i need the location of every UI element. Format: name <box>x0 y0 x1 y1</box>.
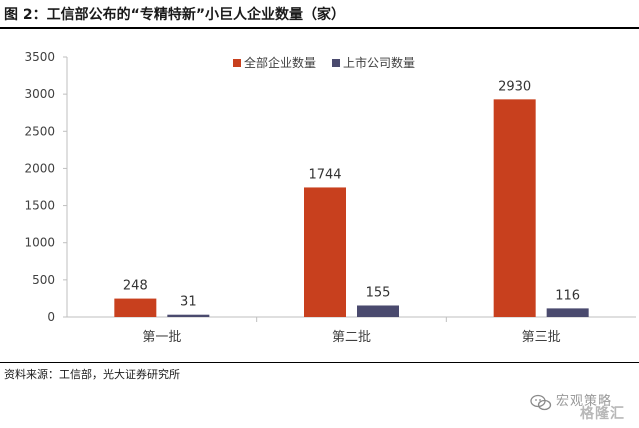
data-label: 116 <box>555 288 580 303</box>
bar <box>546 308 589 317</box>
x-tick-label: 第二批 <box>332 330 371 345</box>
x-axis: 第一批 第二批 第三批 <box>67 316 636 345</box>
data-label: 31 <box>180 295 197 310</box>
bar <box>493 99 536 317</box>
data-label: 2930 <box>498 79 531 94</box>
watermark-line2: 格隆汇 <box>580 406 625 422</box>
watermark: 宏观策略 格隆汇 <box>530 388 636 424</box>
wechat-icon <box>530 394 552 411</box>
y-tick-label: 500 <box>32 273 55 287</box>
data-label: 248 <box>123 279 148 294</box>
legend-label: 全部企业数量 <box>244 55 316 70</box>
y-tick-label: 2500 <box>24 124 55 138</box>
y-tick-label: 0 <box>47 310 55 324</box>
watermark-line1: 宏观策略 <box>556 394 613 409</box>
y-tick-label: 3000 <box>24 87 55 101</box>
bar <box>357 305 399 317</box>
source-divider <box>0 362 639 363</box>
y-tick-label: 1500 <box>24 199 55 213</box>
legend: 全部企业数量 上市公司数量 <box>233 55 415 70</box>
x-tick-label: 第三批 <box>522 330 561 345</box>
bars-group <box>114 99 589 317</box>
source-note: 资料来源：工信部，光大证券研究所 <box>4 368 180 381</box>
data-labels-group: 248 31 1744 155 2930 116 <box>123 79 580 309</box>
legend-swatch <box>332 59 340 67</box>
y-tick-label: 2000 <box>24 161 55 175</box>
bar <box>167 314 210 317</box>
y-axis: 0 500 1000 1500 2000 2500 3000 3500 <box>24 50 68 324</box>
title-divider <box>0 27 639 29</box>
bar <box>304 187 346 317</box>
bar <box>114 298 157 317</box>
data-label: 155 <box>366 285 391 300</box>
data-label: 1744 <box>308 167 341 182</box>
y-tick-label: 3500 <box>24 50 55 64</box>
legend-label: 上市公司数量 <box>343 55 415 70</box>
y-tick-label: 1000 <box>24 236 55 250</box>
bar-chart: 0 500 1000 1500 2000 2500 3000 3500 第一批 第二批 第三批 2… <box>24 50 636 345</box>
legend-swatch <box>233 59 241 67</box>
figure-title: 图 2：工信部公布的“专精特新”小巨人企业数量（家） <box>4 7 346 23</box>
x-tick-label: 第一批 <box>142 330 181 345</box>
